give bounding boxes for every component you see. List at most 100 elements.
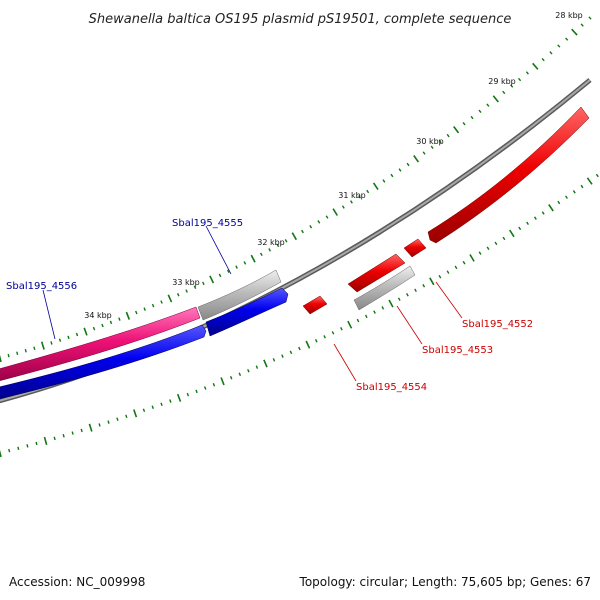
outer-tick-mark <box>317 220 321 224</box>
outer-tick-mark <box>92 326 96 331</box>
inner-tick-mark <box>176 393 182 402</box>
outer-tick-mark <box>478 109 482 114</box>
inner-tick-mark <box>356 318 360 323</box>
inner-tick-mark <box>586 177 593 185</box>
inner-tick-mark <box>314 339 318 343</box>
outer-tick-mark <box>209 275 215 284</box>
outer-tick-mark <box>325 215 329 219</box>
outer-tick-mark <box>16 351 19 355</box>
inner-tick-mark <box>364 314 368 319</box>
outer-tick-mark <box>226 269 230 274</box>
inner-tick-mark <box>186 392 190 397</box>
inner-tick-mark <box>0 449 2 458</box>
outer-tick-mark <box>125 311 131 320</box>
outer-tick-mark <box>218 273 222 278</box>
inner-tick-mark <box>238 372 242 377</box>
inner-tick-mark <box>272 358 276 362</box>
label-leaders <box>42 225 463 382</box>
outer-tick-mark <box>135 310 138 315</box>
tick-label-34kbp: 34 kbp <box>84 311 112 320</box>
outer-tick-mark <box>160 300 163 304</box>
forward-strand-genes <box>0 269 282 381</box>
outer-tick-mark <box>486 103 490 107</box>
inner-tick-mark <box>486 246 490 250</box>
outer-tick-mark <box>193 285 197 290</box>
gene-arrow-red-4554 <box>302 295 328 315</box>
gene-labels: Sbal195_4552 Sbal195_4553 Sbal195_4554 S… <box>6 218 533 393</box>
inner-tick-mark <box>388 299 394 308</box>
outer-tick-mark <box>580 23 584 27</box>
inner-tick-mark <box>580 184 584 189</box>
outer-tick-mark <box>167 294 173 303</box>
sequence-summary: Topology: circular; Length: 75,605 bp; G… <box>299 575 591 589</box>
inner-tick-mark <box>541 211 545 215</box>
inner-tick-mark <box>331 331 335 335</box>
inner-tick-mark <box>323 335 326 339</box>
outer-tick-mark <box>301 229 304 234</box>
inner-tick-mark <box>142 408 146 413</box>
outer-tick-mark <box>510 84 514 88</box>
inner-tick-mark <box>429 277 435 286</box>
outer-tick-mark <box>398 168 402 172</box>
inner-tick-mark <box>35 441 38 446</box>
inner-tick-mark <box>509 229 515 238</box>
outer-tick-mark <box>309 225 313 229</box>
inner-tick-mark <box>533 216 537 220</box>
inner-tick-mark <box>347 320 353 329</box>
map-title: Shewanella baltica OS195 plasmid pS19501… <box>89 12 512 27</box>
outer-tick-mark <box>202 281 205 286</box>
inner-tick-mark <box>478 251 482 255</box>
inner-tick-mark <box>446 270 450 274</box>
outer-tick-mark <box>549 51 553 55</box>
outer-tick-mark <box>350 200 353 204</box>
outer-tick-mark <box>268 248 272 252</box>
outer-tick-mark <box>358 195 361 199</box>
outer-tick-mark <box>366 189 370 194</box>
outer-tick-mark <box>571 28 578 36</box>
leader-4553 <box>396 305 423 345</box>
outer-tick-mark <box>109 320 113 325</box>
inner-tick-mark <box>53 436 56 441</box>
outer-tick-mark <box>250 254 256 263</box>
inner-tick-mark <box>454 265 458 270</box>
outer-tick-mark <box>0 354 2 363</box>
inner-tick-mark <box>438 274 442 279</box>
inner-tick-mark <box>462 260 466 265</box>
outer-tick-mark <box>446 133 450 138</box>
gene-label-4556: Sbal195_4556 <box>6 281 77 292</box>
inner-tick-mark <box>405 293 409 297</box>
outer-tick-mark <box>332 208 338 216</box>
inner-tick-mark <box>88 423 93 432</box>
inner-tick-mark <box>220 377 225 386</box>
tick-label-33kbp: 33 kbp <box>172 278 200 287</box>
inner-tick-mark <box>98 423 101 427</box>
outer-tick-mark <box>406 162 410 167</box>
gene-arrow-blue-right <box>205 287 289 337</box>
outer-tick-mark <box>259 252 263 257</box>
inner-tick-mark <box>502 236 506 241</box>
inner-tick-mark <box>298 346 301 351</box>
outer-tick-mark <box>588 16 592 20</box>
leader-4554 <box>333 343 357 382</box>
inner-tick-mark <box>71 431 74 435</box>
gene-arrow-red-small <box>403 238 427 258</box>
inner-tick-mark <box>8 448 11 453</box>
inner-tick-mark <box>557 200 561 205</box>
inner-tick-mark <box>381 306 385 310</box>
inner-tick-mark <box>80 428 83 433</box>
leader-4552 <box>435 281 463 319</box>
leader-4556 <box>42 289 56 340</box>
inner-tick-mark <box>43 436 48 446</box>
gene-arrow-gray-forward <box>197 269 282 321</box>
tick-label-28kbp: 28 kbp <box>555 11 583 20</box>
outer-tick-mark <box>243 261 247 265</box>
outer-tick-mark <box>453 126 460 134</box>
outer-tick-mark <box>67 335 70 340</box>
tick-labels: 28 kbp 29 kbp 30 kbp 31 kbp 32 kbp 33 kb… <box>84 11 583 320</box>
outer-tick-mark <box>517 77 522 82</box>
outer-tick-mark <box>372 182 379 191</box>
inner-tick-mark <box>414 288 417 293</box>
inner-tick-mark <box>133 409 138 418</box>
reverse-strand-genes <box>302 106 590 315</box>
